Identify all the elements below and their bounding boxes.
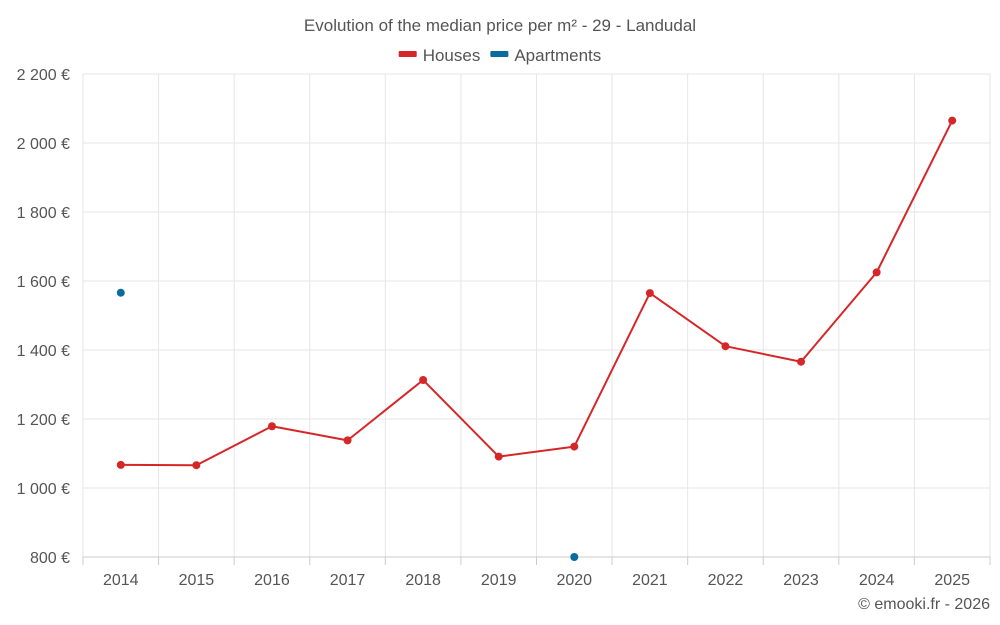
credit-text: © emooki.fr - 2026	[858, 596, 990, 613]
data-point-houses-2021[interactable]	[645, 289, 654, 298]
data-point-houses-2022[interactable]	[721, 342, 730, 351]
legend-label-houses: Houses	[423, 46, 481, 65]
chart-title: Evolution of the median price per m² - 2…	[304, 16, 696, 35]
series-line-houses	[120, 120, 954, 467]
y-tick-label: 2 000 €	[17, 136, 70, 153]
x-tick-label: 2016	[254, 572, 290, 589]
data-point-apartments-2014[interactable]	[116, 288, 125, 297]
y-tick-label: 1 000 €	[17, 481, 70, 498]
grid-lines	[82, 73, 991, 557]
data-point-houses-2019[interactable]	[494, 452, 503, 461]
x-tick-label: 2022	[708, 572, 744, 589]
legend-label-apartments: Apartments	[514, 46, 601, 65]
x-tick-label: 2021	[632, 572, 668, 589]
data-point-houses-2018[interactable]	[419, 376, 428, 385]
x-tick-label: 2023	[783, 572, 819, 589]
data-point-houses-2014[interactable]	[116, 460, 125, 469]
data-point-apartments-2020[interactable]	[570, 553, 579, 561]
x-tick-label: 2017	[330, 572, 366, 589]
x-tick-label: 2024	[859, 572, 895, 589]
x-tick-label: 2019	[481, 572, 517, 589]
series-layer	[116, 116, 957, 561]
x-axis: 2014 2015 2016 2017 2018 2019 2020 2021 2022 2023…	[82, 556, 991, 589]
legend-swatch-houses[interactable]	[398, 51, 417, 57]
y-tick-label: 1 800 €	[17, 205, 70, 222]
y-tick-label: 1 400 €	[17, 343, 70, 360]
series-apartments	[116, 288, 579, 561]
data-point-houses-2015[interactable]	[192, 461, 201, 470]
x-tick-label: 2015	[179, 572, 215, 589]
legend: Houses Apartments	[398, 46, 601, 65]
data-point-houses-2025[interactable]	[948, 116, 957, 125]
y-tick-label: 800 €	[30, 550, 70, 567]
x-tick-label: 2020	[556, 572, 592, 589]
x-tick-label: 2025	[934, 572, 970, 589]
y-tick-label: 1 200 €	[17, 412, 70, 429]
y-tick-label: 1 600 €	[17, 274, 70, 291]
y-tick-label: 2 200 €	[17, 67, 70, 84]
y-axis: 800 € 1 000 € 1 200 € 1 400 € 1 600 € 1 800 €…	[17, 67, 70, 567]
data-point-houses-2024[interactable]	[872, 268, 881, 277]
data-point-houses-2017[interactable]	[343, 436, 352, 445]
legend-swatch-apartments[interactable]	[490, 51, 509, 57]
x-tick-label: 2014	[103, 572, 139, 589]
data-point-houses-2020[interactable]	[570, 442, 579, 451]
series-houses	[116, 116, 957, 470]
x-tick-label: 2018	[405, 572, 441, 589]
data-point-houses-2023[interactable]	[797, 357, 806, 366]
data-point-houses-2016[interactable]	[267, 422, 276, 431]
